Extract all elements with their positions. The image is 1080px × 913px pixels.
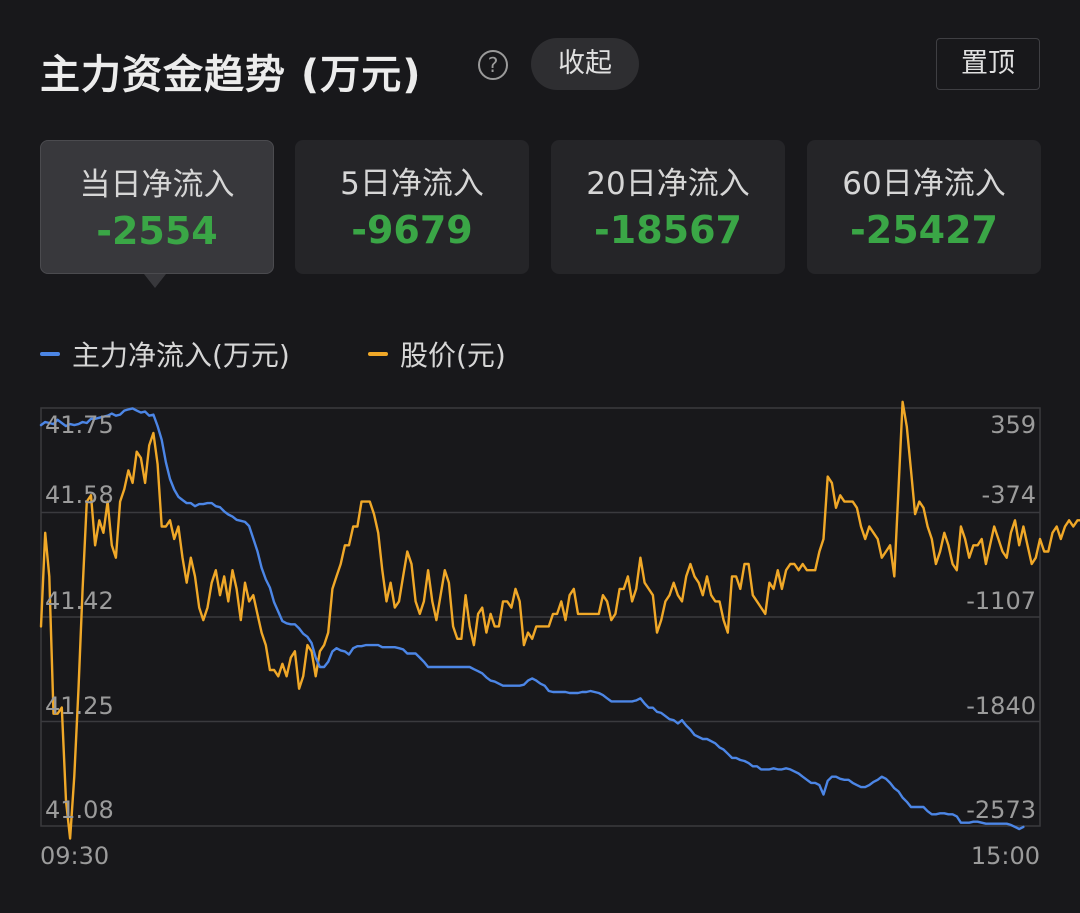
left-axis-tick: 41.75 xyxy=(45,411,114,439)
tab-label: 60日净流入 xyxy=(842,166,1006,202)
collapse-button[interactable]: 收起 xyxy=(531,38,639,90)
legend-label: 主力净流入(万元) xyxy=(72,339,290,372)
legend-label: 股价(元) xyxy=(400,339,506,372)
period-tabs: 当日净流入 -2554 5日净流入 -9679 20日净流入 -18567 60… xyxy=(40,140,1041,274)
help-icon[interactable]: ? xyxy=(478,50,508,80)
active-tab-pointer xyxy=(144,274,166,288)
tab-value: -18567 xyxy=(594,208,742,252)
pin-to-top-button[interactable]: 置顶 xyxy=(936,38,1040,90)
x-axis-start-label: 09:30 xyxy=(40,842,109,870)
tab-20-day[interactable]: 20日净流入 -18567 xyxy=(551,140,785,274)
right-axis-tick: -1840 xyxy=(966,692,1036,720)
chart-axis-labels: 41.75 41.58 41.42 41.25 41.08 359 -374 -1107 -18… xyxy=(40,411,1040,870)
right-axis-tick: 359 xyxy=(990,411,1036,439)
right-axis-tick: -2573 xyxy=(966,796,1036,824)
header: 主力资金趋势 (万元) ? 收起 置顶 xyxy=(40,36,1040,98)
right-axis-tick: -1107 xyxy=(966,587,1036,615)
chart-grid xyxy=(40,407,1041,827)
tab-value: -25427 xyxy=(850,208,998,252)
tab-5-day[interactable]: 5日净流入 -9679 xyxy=(295,140,529,274)
tab-label: 当日净流入 xyxy=(79,167,235,203)
tab-label: 5日净流入 xyxy=(340,166,484,202)
tab-value: -9679 xyxy=(351,208,473,252)
legend-swatch-orange xyxy=(368,352,388,356)
right-axis-tick: -374 xyxy=(982,481,1036,509)
x-axis-end-label: 15:00 xyxy=(971,842,1040,870)
tab-today[interactable]: 当日净流入 -2554 xyxy=(40,140,274,274)
left-axis-tick: 41.58 xyxy=(45,481,114,509)
left-axis-tick: 41.25 xyxy=(45,692,114,720)
chart-series xyxy=(39,400,1080,840)
series-line-price xyxy=(39,400,1080,840)
page-title: 主力资金趋势 (万元) xyxy=(40,52,422,98)
legend-swatch-blue xyxy=(40,352,60,356)
series-line-main-flow xyxy=(39,407,1025,831)
left-axis-tick: 41.08 xyxy=(45,796,114,824)
tab-60-day[interactable]: 60日净流入 -25427 xyxy=(807,140,1041,274)
tab-value: -2554 xyxy=(96,209,218,253)
tab-label: 20日净流入 xyxy=(586,166,750,202)
left-axis-tick: 41.42 xyxy=(45,587,114,615)
